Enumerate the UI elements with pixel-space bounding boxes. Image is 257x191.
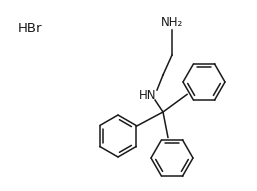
Text: NH₂: NH₂ xyxy=(161,15,183,28)
Text: HN: HN xyxy=(139,88,157,101)
Text: HBr: HBr xyxy=(18,22,42,35)
